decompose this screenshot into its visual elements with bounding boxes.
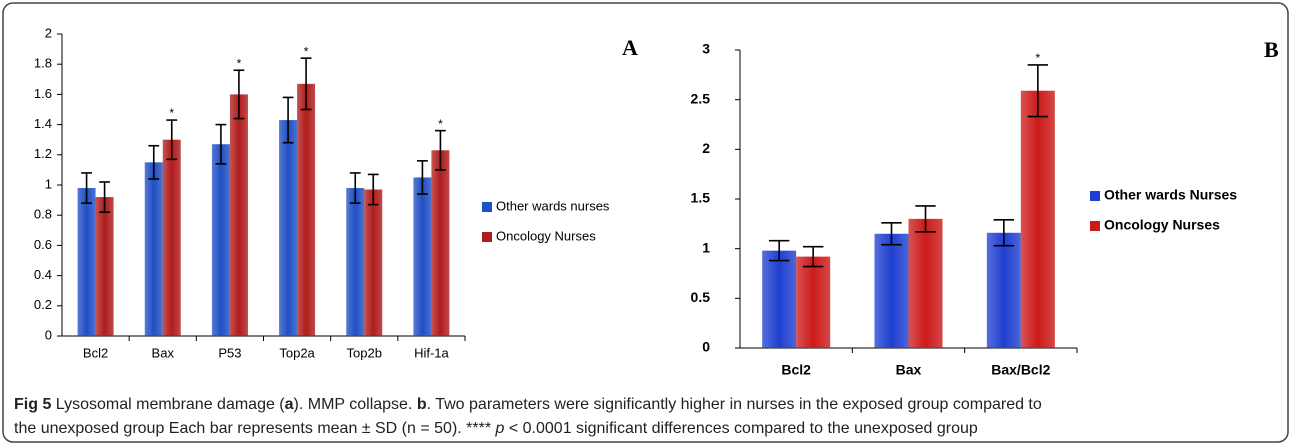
error-bar xyxy=(233,69,245,120)
bar xyxy=(796,256,831,348)
error-bar xyxy=(1027,64,1049,118)
error-bar xyxy=(215,123,227,165)
caption-text: < 0.0001 significant differences compare… xyxy=(504,420,977,437)
panel-label: B xyxy=(1264,37,1279,62)
error-bar xyxy=(99,181,110,213)
error-bar xyxy=(417,160,428,195)
y-tick-label: 0.4 xyxy=(34,267,52,282)
x-tick-label: Hif-1a xyxy=(414,345,449,360)
legend-label: Oncology Nurses xyxy=(496,228,596,243)
bar xyxy=(431,150,450,336)
bar xyxy=(413,177,432,336)
y-tick-label: 1.4 xyxy=(34,116,52,131)
y-tick-label: 3 xyxy=(702,41,710,57)
y-tick-label: 0.6 xyxy=(34,237,52,252)
panel-label: A xyxy=(622,35,638,60)
bar xyxy=(346,188,365,336)
caption-text: . Two parameters were significantly high… xyxy=(427,396,1042,413)
y-tick-label: 2 xyxy=(45,25,52,40)
chart: 0 0.2 0.4 0.6 0.8 1 1.2 1.4 1.6 1.8 2 Bcl2 Bax * P53 * T… xyxy=(34,25,638,360)
x-tick-label: Bax/Bcl2 xyxy=(991,362,1050,378)
legend-swatch xyxy=(482,202,492,212)
y-tick-label: 0 xyxy=(702,339,710,355)
y-tick-label: 2.5 xyxy=(691,90,711,106)
caption-text: p xyxy=(495,420,505,437)
error-bar xyxy=(881,222,902,246)
bar xyxy=(77,188,96,336)
x-tick-label: Bax xyxy=(896,362,922,378)
y-tick-label: 1.8 xyxy=(34,56,52,71)
chart: 0 0.5 1 1.5 2 2.5 3 Bcl2 Bax Bax/Bcl2 * Other wards… xyxy=(691,37,1279,378)
legend-label: Oncology Nurses xyxy=(1104,217,1220,233)
error-bar xyxy=(993,219,1015,247)
caption-text: the unexposed group Each bar represents … xyxy=(14,420,496,437)
bar xyxy=(1020,90,1055,348)
bar xyxy=(908,218,943,348)
x-tick-label: Top2a xyxy=(279,345,315,360)
error-bar xyxy=(349,172,361,204)
caption-text: Fig 5 xyxy=(14,396,51,413)
error-bar xyxy=(367,173,379,206)
legend-swatch xyxy=(1090,191,1100,201)
y-tick-label: 0 xyxy=(45,327,52,342)
bar xyxy=(229,94,248,337)
x-tick-label: Bax xyxy=(152,345,175,360)
caption-line: the unexposed group Each bar represents … xyxy=(14,420,978,437)
bar xyxy=(211,144,230,336)
legend-label: Other wards Nurses xyxy=(1104,187,1237,203)
significance-mark: * xyxy=(304,44,309,58)
error-bar xyxy=(166,119,178,161)
y-tick-label: 1.5 xyxy=(691,190,711,206)
bar xyxy=(144,162,163,336)
significance-mark: * xyxy=(438,117,443,131)
caption-text: ). MMP collapse. xyxy=(294,396,417,413)
x-tick-label: P53 xyxy=(218,345,241,360)
caption-text: a xyxy=(285,396,294,413)
legend-label: Other wards nurses xyxy=(496,198,610,213)
error-bar xyxy=(768,239,790,262)
y-tick-label: 0.8 xyxy=(34,207,52,222)
error-bar xyxy=(282,96,294,144)
bar xyxy=(986,232,1021,348)
y-tick-label: 2 xyxy=(702,140,710,156)
y-tick-label: 1.6 xyxy=(34,86,52,101)
error-bar xyxy=(81,172,92,204)
error-bar xyxy=(148,144,160,180)
significance-mark: * xyxy=(1035,51,1040,65)
bar xyxy=(762,250,797,348)
caption-text: b xyxy=(417,396,427,413)
x-tick-label: Bcl2 xyxy=(781,362,811,378)
y-tick-label: 0.2 xyxy=(34,297,52,312)
y-tick-label: 1 xyxy=(702,239,710,255)
legend-swatch xyxy=(482,232,492,242)
bar xyxy=(364,189,383,336)
error-bar xyxy=(915,205,936,233)
error-bar xyxy=(435,129,446,171)
legend-swatch xyxy=(1090,221,1100,231)
x-tick-label: Bcl2 xyxy=(83,345,108,360)
bar xyxy=(162,139,181,336)
y-tick-label: 0.5 xyxy=(691,289,711,305)
caption-line: Fig 5 Lysosomal membrane damage (a). MMP… xyxy=(14,396,1042,413)
significance-mark: * xyxy=(169,106,174,120)
bar xyxy=(874,233,909,348)
y-tick-label: 1 xyxy=(45,176,52,191)
caption-text: Lysosomal membrane damage ( xyxy=(51,396,285,413)
bar xyxy=(297,83,316,336)
error-bar xyxy=(802,245,824,268)
bar xyxy=(279,120,298,336)
x-tick-label: Top2b xyxy=(347,345,382,360)
significance-mark: * xyxy=(237,56,242,70)
y-tick-label: 1.2 xyxy=(34,146,52,161)
bar xyxy=(95,197,114,336)
error-bar xyxy=(300,57,312,111)
